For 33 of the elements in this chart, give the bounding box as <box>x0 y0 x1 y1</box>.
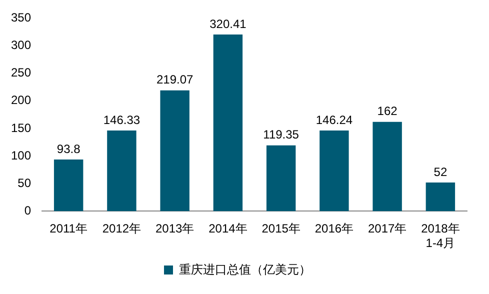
bar <box>54 159 84 212</box>
data-label: 320.41 <box>210 16 247 31</box>
x-tick-label: 2011年 <box>50 222 88 236</box>
x-tick-label: 2016年 <box>314 222 354 236</box>
y-tick-label: 200 <box>10 93 32 108</box>
data-label: 93.8 <box>56 142 81 156</box>
x-tick-label: 2012年 <box>102 222 142 236</box>
bar <box>107 130 136 212</box>
y-tick-label: 50 <box>18 176 32 190</box>
legend-label: 重庆进口总值（亿美元） <box>179 262 311 276</box>
data-label: 52 <box>434 164 448 179</box>
bar <box>372 122 402 212</box>
x-tick-label: 2014年 <box>208 222 248 236</box>
bar <box>266 145 296 212</box>
bar <box>426 182 456 212</box>
data-label: 146.33 <box>103 112 140 127</box>
data-label: 162 <box>377 104 398 118</box>
x-tick-label: 2018年 1-4月 <box>421 222 460 250</box>
y-tick-label: 100 <box>10 148 32 162</box>
y-tick-label: 250 <box>10 66 32 80</box>
y-tick-label: 0 <box>24 204 32 218</box>
bar <box>160 90 190 212</box>
bar <box>213 34 243 212</box>
data-label: 219.07 <box>156 72 194 87</box>
y-tick-label: 350 <box>10 10 32 25</box>
x-tick-label: 2017年 <box>368 222 407 236</box>
data-label: 119.35 <box>263 128 300 142</box>
data-label: 146.24 <box>316 112 353 127</box>
bar <box>320 130 349 212</box>
x-tick-label: 2015年 <box>262 222 300 236</box>
y-tick-label: 150 <box>10 120 32 135</box>
y-tick-label: 300 <box>10 38 32 52</box>
x-tick-label: 2013年 <box>155 222 194 236</box>
